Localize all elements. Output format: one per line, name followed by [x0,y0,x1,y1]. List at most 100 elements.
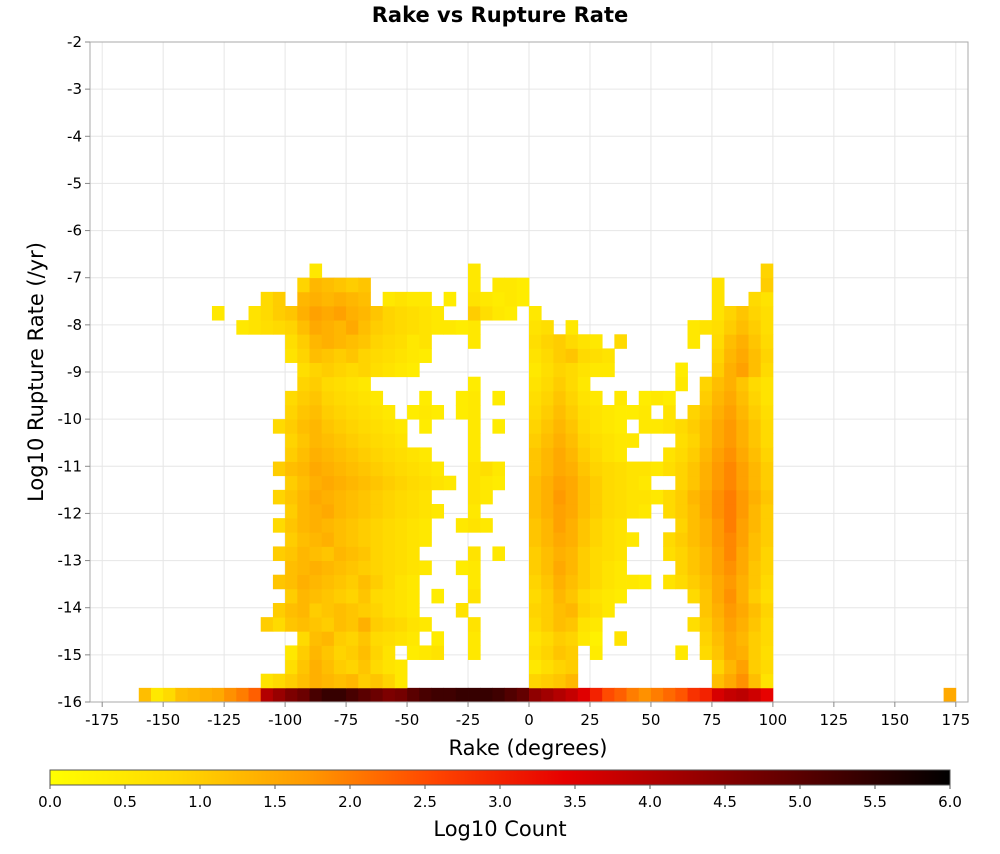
heatmap-cell [626,489,640,505]
heatmap-cell [736,603,749,618]
heatmap-cell [407,588,420,604]
heatmap-cell [370,631,384,646]
heatmap-cell [760,362,774,378]
heatmap-cell [589,433,603,448]
heatmap-cell [285,518,298,533]
heatmap-cell [711,447,725,462]
heatmap-cell [760,277,774,293]
x-tick-label: 75 [702,711,721,729]
heatmap-cell [736,673,749,689]
heatmap-cell [760,673,774,689]
heatmap-cell [614,447,627,462]
heatmap-cell [382,320,396,335]
heatmap-cell [553,532,566,547]
heatmap-cell [358,673,371,689]
heatmap-cell [321,603,335,618]
heatmap-cell [309,405,323,420]
heatmap-cell [260,306,274,321]
heatmap-cell [589,532,603,547]
heatmap-cell [346,334,359,349]
heatmap-cell [748,291,762,307]
heatmap-cell [431,461,445,477]
heatmap-cell [614,631,627,646]
heatmap-cell [614,489,627,505]
heatmap-cell [272,320,286,335]
heatmap-cell [358,461,371,477]
heatmap-cell [175,687,188,703]
heatmap-cell [602,588,615,604]
heatmap-cell [285,532,298,547]
heatmap-cell [285,645,298,660]
heatmap-cell [248,320,262,335]
heatmap-cell [516,277,530,293]
heatmap-cell [589,560,603,576]
heatmap-cell [358,320,371,335]
heatmap-cell [309,574,323,590]
heatmap-cell [589,687,603,703]
heatmap-cell [480,489,493,505]
heatmap-cell [431,306,445,321]
heatmap-cell [724,433,737,448]
heatmap-cell [614,588,627,604]
heatmap-cell [370,419,384,434]
heatmap-cell [297,277,310,293]
heatmap-cell [724,560,737,576]
colorbar-tick-label: 4.0 [638,793,662,811]
heatmap-cell [431,475,445,491]
heatmap-cell [455,320,469,335]
heatmap-cell [687,617,701,632]
heatmap-cell [541,560,554,576]
heatmap-cell [431,645,445,660]
heatmap-cell [711,334,725,349]
heatmap-cell [760,291,774,307]
heatmap-cell [541,390,554,406]
heatmap-cell [602,475,615,491]
heatmap-cell [724,390,737,406]
heatmap-cell [724,475,737,491]
y-tick-label: -7 [67,269,82,287]
heatmap-cell [565,617,579,632]
heatmap-cell [602,504,615,519]
heatmap-cell [565,334,579,349]
heatmap-cell [675,687,688,703]
heatmap-cell [638,574,652,590]
heatmap-cell [748,645,762,660]
heatmap-cell [358,362,371,378]
heatmap-cell [431,588,445,604]
heatmap-cell [760,320,774,335]
heatmap-cell [529,376,542,392]
heatmap-cell [553,334,566,349]
heatmap-cell [577,447,591,462]
heatmap-cell [394,461,408,477]
x-tick-label: -175 [85,711,119,729]
heatmap-cell [724,673,737,689]
heatmap-cell [285,390,298,406]
heatmap-cell [468,419,481,434]
heatmap-cell [736,687,749,703]
heatmap-cell [529,461,542,477]
heatmap-cell [321,277,335,293]
heatmap-cell [407,687,420,703]
heatmap-cell [394,687,408,703]
heatmap-cell [468,447,481,462]
x-tick-label: 125 [820,711,849,729]
heatmap-cell [748,475,762,491]
heatmap-cell [285,617,298,632]
heatmap-cell [346,673,359,689]
heatmap-cell [333,574,347,590]
heatmap-cell [589,588,603,604]
heatmap-cell [748,504,762,519]
heatmap-cell [663,447,676,462]
heatmap-cell [431,631,445,646]
heatmap-cell [333,306,347,321]
heatmap-cell [736,588,749,604]
heatmap-cell [370,461,384,477]
heatmap-cell [370,574,384,590]
heatmap-cell [529,560,542,576]
heatmap-cell [602,489,615,505]
heatmap-cell [724,603,737,618]
heatmap-cell [760,405,774,420]
heatmap-cell [346,617,359,632]
heatmap-cell [529,588,542,604]
heatmap-cell [565,588,579,604]
